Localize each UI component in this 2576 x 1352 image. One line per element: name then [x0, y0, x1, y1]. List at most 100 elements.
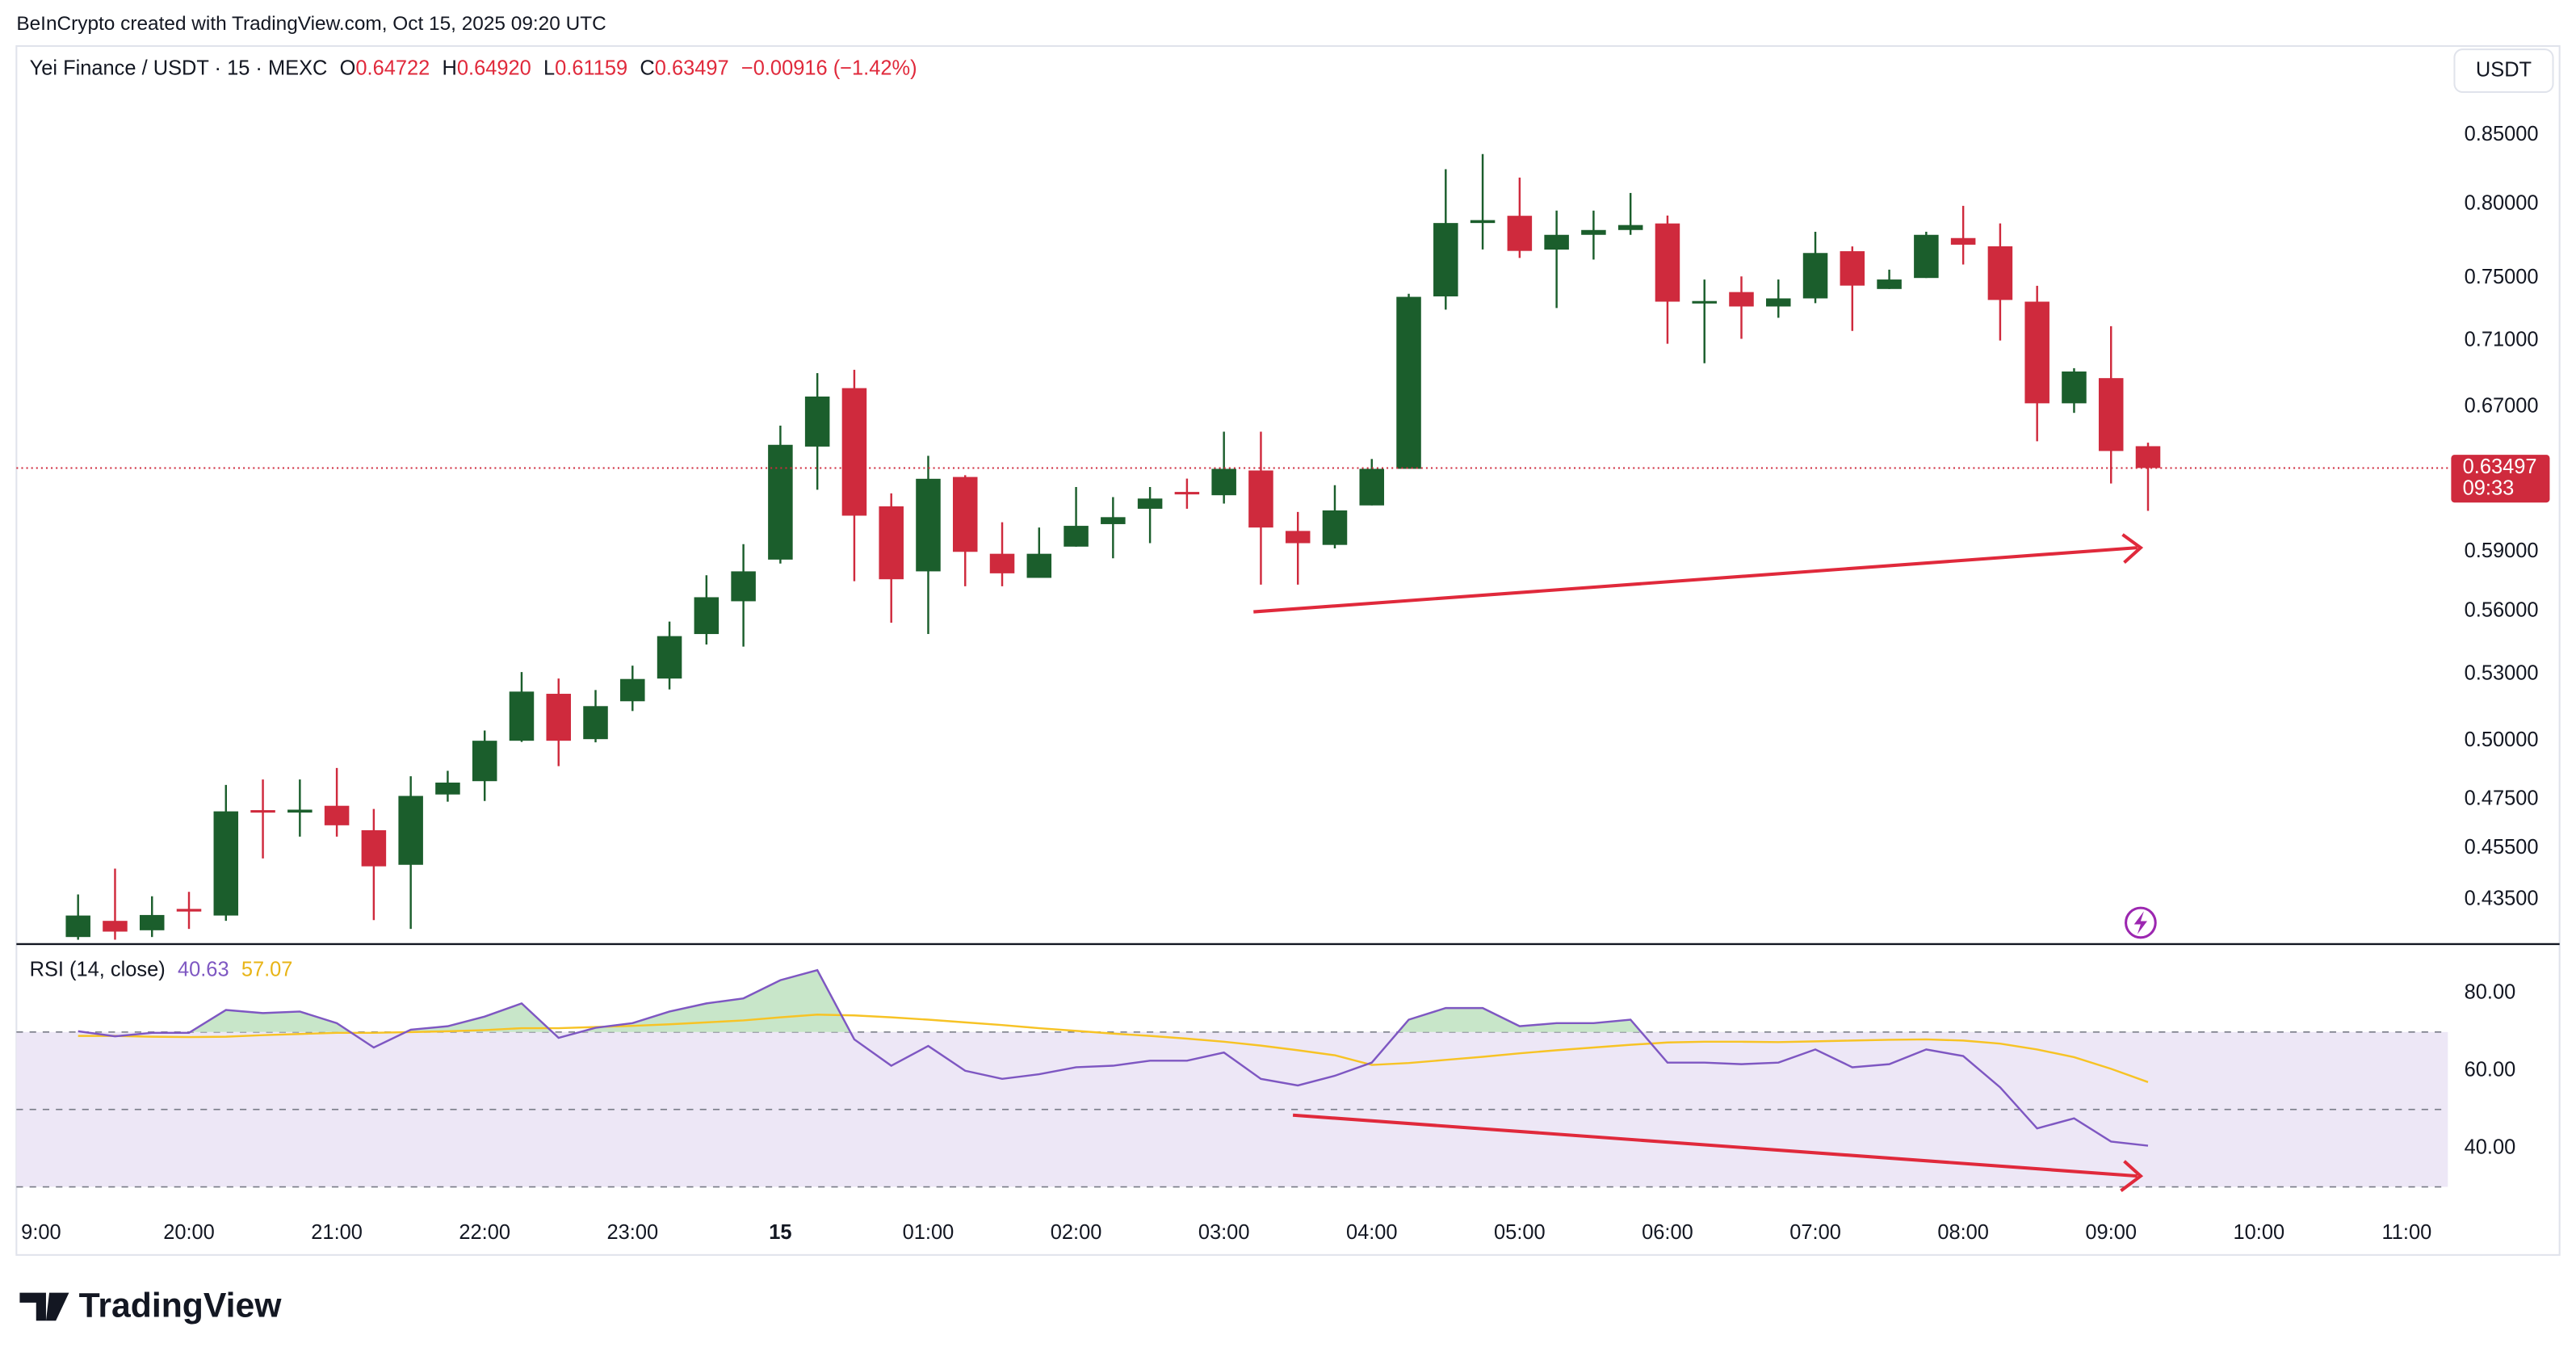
candle-body	[1950, 237, 1976, 245]
candle-body	[1766, 298, 1791, 307]
candle-body	[1581, 229, 1606, 235]
candle-body	[176, 909, 202, 912]
candle-body	[694, 597, 720, 635]
y-tick-label: 0.80000	[2465, 192, 2539, 215]
candle-body	[1840, 251, 1865, 286]
candle-body	[657, 636, 682, 679]
candle-body	[2062, 371, 2087, 404]
candle-body	[361, 829, 387, 867]
candle-body	[1987, 246, 2013, 300]
candle-body	[1026, 553, 1052, 578]
candle-body	[1655, 223, 1680, 302]
x-tick-label: 10:00	[2234, 1221, 2285, 1244]
arrow-head	[2121, 533, 2144, 564]
candle-body	[213, 811, 239, 916]
candle-body	[139, 914, 165, 930]
candle-body	[1433, 223, 1458, 296]
rsi-line	[78, 968, 2149, 1147]
x-tick-label: 03:00	[1198, 1221, 1250, 1244]
candle-body	[952, 477, 978, 552]
plot-area: 0.85000 0.80000 0.75000 0.71000 0.67000 0.590…	[16, 123, 2550, 1244]
candle-body	[731, 571, 756, 602]
ohlc-value: 0.64722	[355, 57, 430, 79]
y-tick-label: 0.53000	[2465, 662, 2539, 685]
x-tick-label: 07:00	[1789, 1221, 1841, 1244]
x-tick-label: 15	[769, 1221, 791, 1244]
candle-body	[1101, 517, 1126, 524]
currency-button[interactable]	[2453, 48, 2554, 94]
alert-bolt	[2133, 911, 2148, 934]
y-tick-label: 0.67000	[2465, 394, 2539, 417]
ohlc-letter: H	[443, 57, 457, 79]
y-tick-label: 0.45500	[2465, 836, 2539, 859]
change-value: −0.00916 (−1.42%)	[741, 57, 917, 79]
candle-body	[620, 678, 645, 702]
chart-header: Yei Finance / USDT · 15 · MEXC O0.64722 …	[30, 57, 917, 79]
rsi-legend: RSI (14, close) 40.63 57.07	[30, 958, 293, 980]
candle-body	[324, 805, 350, 825]
candle-body	[916, 478, 941, 572]
x-tick-label: 05:00	[1494, 1221, 1546, 1244]
x-tick-label: 11:00	[2382, 1221, 2432, 1244]
candle-body	[2135, 446, 2161, 468]
candle-body	[2024, 301, 2049, 404]
y-tick-label: 0.59000	[2465, 540, 2539, 562]
trend-arrow	[1253, 546, 2138, 614]
candle-body	[546, 694, 572, 741]
candle-body	[1064, 526, 1089, 547]
countdown-label: 09:33	[2463, 477, 2515, 500]
candle-body	[1877, 279, 1902, 289]
candle-body	[398, 796, 423, 865]
candle-body	[1692, 300, 1717, 304]
candle-body	[1211, 468, 1236, 496]
candle-body	[1137, 498, 1163, 509]
y-tick-label: 0.47500	[2465, 787, 2539, 809]
candle-body	[435, 782, 460, 795]
candle-body	[1729, 292, 1754, 307]
ohlc-letter: O	[340, 57, 356, 79]
candle-body	[1285, 531, 1311, 544]
x-tick-label: 9:00	[21, 1221, 61, 1244]
candle-body	[103, 921, 128, 932]
candle-body	[472, 741, 497, 782]
rsi-ma-value: 57.07	[241, 958, 293, 980]
ohlc-letter: L	[543, 57, 555, 79]
x-tick-label: 23:00	[606, 1221, 658, 1244]
ohlc-value: 0.64920	[457, 57, 531, 79]
x-tick-label: 02:00	[1051, 1221, 1102, 1244]
x-tick-label: 04:00	[1346, 1221, 1398, 1244]
x-tick-label: 20:00	[163, 1221, 215, 1244]
symbol-title: Yei Finance / USDT · 15 · MEXC	[30, 57, 328, 79]
ohlc-value: 0.61159	[555, 57, 627, 79]
overbought-fill	[78, 970, 2149, 1032]
candle-body	[804, 396, 830, 447]
y-tick-label: 80.00	[2465, 981, 2516, 1004]
candle-body	[1470, 220, 1496, 224]
rsi-ma-line	[78, 1014, 2149, 1083]
last-price-box	[2451, 455, 2550, 503]
x-tick-label: 21:00	[311, 1221, 363, 1244]
y-tick-label: 0.50000	[2465, 728, 2539, 751]
candle-body	[879, 506, 904, 580]
ohlc-value: 0.63497	[655, 57, 729, 79]
rsi-title: RSI (14, close)	[30, 958, 166, 980]
candle-body	[65, 915, 90, 938]
brand-logo	[19, 1292, 69, 1321]
candle-body	[287, 809, 313, 813]
y-tick-label: 0.75000	[2465, 266, 2539, 288]
candle-body	[1544, 234, 1569, 250]
arrow-head	[2120, 1160, 2144, 1193]
candle-body	[1396, 296, 1421, 469]
x-tick-label: 01:00	[903, 1221, 954, 1244]
candle-body	[841, 388, 867, 516]
candle-body	[989, 553, 1015, 573]
y-tick-label: 60.00	[2465, 1058, 2516, 1081]
watermark: BeInCrypto created with TradingView.com,…	[16, 13, 606, 35]
brand-name: TradingView	[79, 1286, 283, 1325]
y-tick-label: 0.56000	[2465, 599, 2539, 622]
ohlc-letter: C	[640, 57, 654, 79]
candle-body	[2098, 378, 2124, 451]
currency-label[interactable]: USDT	[2476, 58, 2532, 81]
